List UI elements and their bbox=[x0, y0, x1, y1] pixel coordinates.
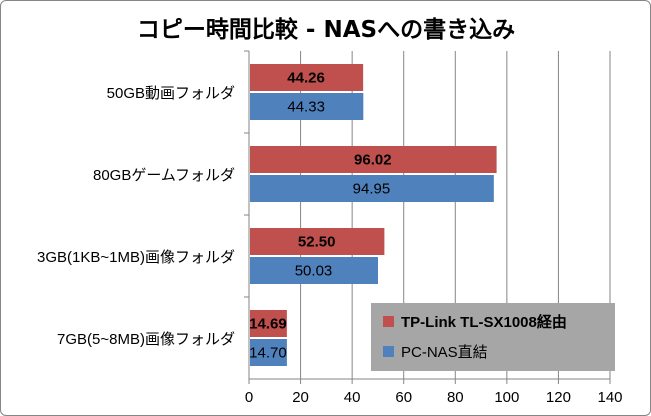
data-label: 94.95 bbox=[353, 181, 391, 198]
category-label: 7GB(5~8MB)画像フォルダ bbox=[57, 331, 235, 348]
x-tick-label: 0 bbox=[245, 389, 253, 406]
x-tick-label: 80 bbox=[447, 389, 464, 406]
bar bbox=[250, 310, 287, 337]
data-label: 14.70 bbox=[249, 345, 287, 362]
category-label: 80GBゲームフォルダ bbox=[93, 167, 235, 184]
x-tick-label: 140 bbox=[597, 389, 622, 406]
bar bbox=[250, 146, 497, 173]
x-tick-label: 100 bbox=[494, 389, 519, 406]
bar bbox=[250, 257, 379, 284]
data-label: 44.33 bbox=[287, 99, 325, 116]
x-tick-label: 120 bbox=[546, 389, 571, 406]
data-label: 52.50 bbox=[298, 234, 336, 251]
x-tick-label: 20 bbox=[292, 389, 309, 406]
data-label: 44.26 bbox=[287, 70, 325, 87]
legend-label: PC-NAS直結 bbox=[401, 344, 488, 361]
legend-swatch bbox=[383, 346, 394, 357]
bar bbox=[250, 339, 287, 366]
x-tick-label: 40 bbox=[344, 389, 361, 406]
bar bbox=[250, 93, 364, 120]
data-label: 14.69 bbox=[249, 316, 287, 333]
bar bbox=[250, 228, 385, 255]
data-label: 96.02 bbox=[354, 152, 392, 169]
bar bbox=[250, 64, 364, 91]
chart-title: コピー時間比較 - NASへの書き込み bbox=[137, 16, 515, 43]
legend-swatch bbox=[383, 316, 394, 327]
x-tick-label: 60 bbox=[395, 389, 412, 406]
data-label: 50.03 bbox=[295, 263, 333, 280]
legend-box bbox=[371, 303, 615, 371]
category-label: 3GB(1KB~1MB)画像フォルダ bbox=[37, 249, 235, 266]
legend-label: TP-Link TL-SX1008経由 bbox=[401, 313, 567, 331]
bar bbox=[250, 175, 494, 202]
category-label: 50GB動画フォルダ bbox=[107, 85, 235, 102]
